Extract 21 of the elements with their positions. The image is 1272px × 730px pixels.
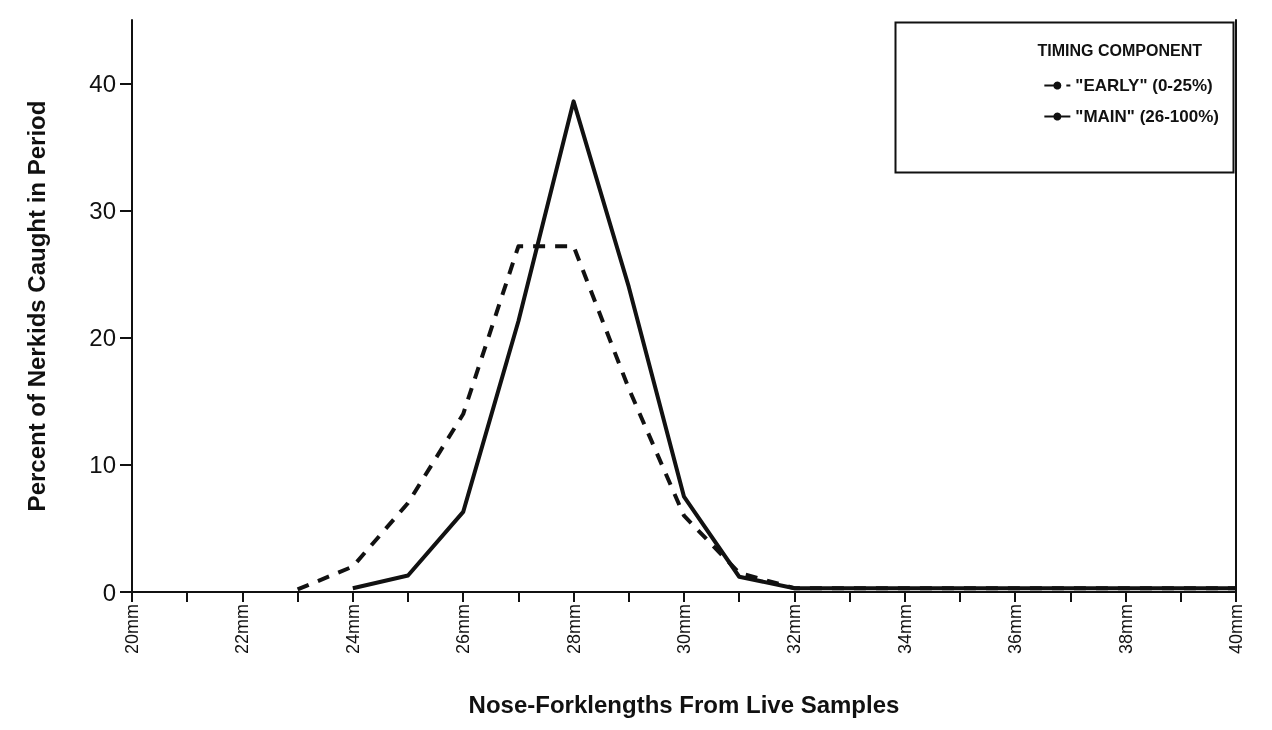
x-tick-label: 32mm bbox=[784, 604, 805, 655]
y-axis-title: Percent of Nerkids Caught in Period bbox=[22, 100, 50, 512]
x-tick-label: 30mm bbox=[674, 604, 694, 655]
legend-label: "MAIN" (26-100%) bbox=[1075, 107, 1219, 126]
x-tick-label: 40mm bbox=[1226, 604, 1246, 655]
x-tick-label: 28mm bbox=[563, 604, 584, 655]
y-tick-label: 30 bbox=[89, 197, 116, 225]
x-axis-title: Nose-Forklengths From Live Samples bbox=[468, 690, 900, 718]
x-tick-label: 38mm bbox=[1115, 604, 1136, 655]
x-tick-label: 20mm bbox=[122, 604, 142, 655]
legend-title: TIMING COMPONENT bbox=[1037, 41, 1203, 59]
y-tick-label: 40 bbox=[89, 70, 116, 98]
x-tick-label: 22mm bbox=[232, 604, 253, 655]
x-tick-label: 36mm bbox=[1005, 604, 1026, 655]
y-tick-label: 10 bbox=[89, 451, 116, 479]
x-tick-label: 26mm bbox=[453, 604, 474, 655]
x-tick-label: 24mm bbox=[342, 604, 363, 655]
y-tick-label: 20 bbox=[89, 324, 116, 352]
y-tick-label: 0 bbox=[102, 578, 116, 606]
legend-label: "EARLY" (0-25%) bbox=[1075, 76, 1213, 95]
x-tick-label: 34mm bbox=[894, 604, 915, 655]
